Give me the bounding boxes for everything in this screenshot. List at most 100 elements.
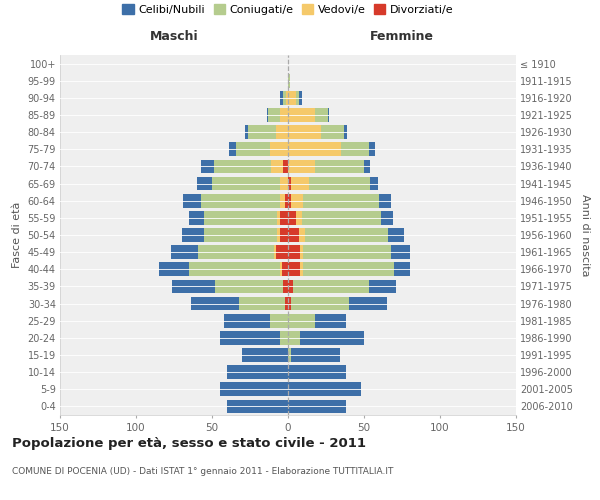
- Y-axis label: Anni di nascita: Anni di nascita: [580, 194, 590, 276]
- Bar: [191, 296, 239, 310]
- Bar: [270, 314, 288, 328]
- Bar: [215, 280, 283, 293]
- Bar: [293, 280, 368, 293]
- Bar: [285, 296, 288, 310]
- Bar: [268, 108, 280, 122]
- Bar: [248, 126, 276, 139]
- Bar: [183, 194, 202, 207]
- Bar: [288, 331, 300, 344]
- Bar: [189, 211, 205, 224]
- Bar: [288, 211, 296, 224]
- Bar: [220, 331, 280, 344]
- Bar: [305, 228, 388, 242]
- Bar: [236, 142, 270, 156]
- Bar: [189, 262, 280, 276]
- Bar: [227, 366, 288, 379]
- Bar: [202, 194, 280, 207]
- Bar: [283, 160, 288, 173]
- Bar: [224, 314, 270, 328]
- Bar: [245, 126, 248, 139]
- Bar: [300, 262, 303, 276]
- Bar: [379, 194, 391, 207]
- Bar: [291, 296, 349, 310]
- Bar: [267, 108, 268, 122]
- Bar: [291, 194, 303, 207]
- Bar: [277, 211, 280, 224]
- Bar: [288, 262, 300, 276]
- Bar: [205, 211, 277, 224]
- Bar: [288, 160, 316, 173]
- Bar: [291, 176, 309, 190]
- Bar: [288, 296, 291, 310]
- Bar: [316, 108, 328, 122]
- Bar: [171, 246, 199, 259]
- Bar: [283, 91, 286, 104]
- Bar: [271, 160, 283, 173]
- Bar: [280, 194, 285, 207]
- Bar: [282, 262, 288, 276]
- Bar: [276, 126, 288, 139]
- Bar: [391, 246, 410, 259]
- Bar: [370, 176, 377, 190]
- Bar: [159, 262, 189, 276]
- Bar: [288, 91, 296, 104]
- Bar: [341, 142, 368, 156]
- Bar: [280, 211, 288, 224]
- Bar: [288, 126, 322, 139]
- Bar: [280, 228, 288, 242]
- Y-axis label: Fasce di età: Fasce di età: [12, 202, 22, 268]
- Bar: [288, 348, 291, 362]
- Bar: [316, 160, 364, 173]
- Bar: [288, 280, 293, 293]
- Bar: [277, 228, 280, 242]
- Bar: [328, 108, 329, 122]
- Bar: [276, 246, 288, 259]
- Bar: [388, 228, 404, 242]
- Bar: [274, 246, 276, 259]
- Text: Popolazione per età, sesso e stato civile - 2011: Popolazione per età, sesso e stato civil…: [12, 438, 366, 450]
- Bar: [280, 91, 283, 104]
- Bar: [288, 108, 316, 122]
- Bar: [242, 348, 288, 362]
- Bar: [288, 382, 361, 396]
- Text: COMUNE DI POCENIA (UD) - Dati ISTAT 1° gennaio 2011 - Elaborazione TUTTITALIA.IT: COMUNE DI POCENIA (UD) - Dati ISTAT 1° g…: [12, 468, 394, 476]
- Bar: [286, 91, 288, 104]
- Bar: [285, 194, 288, 207]
- Bar: [288, 194, 291, 207]
- Bar: [303, 194, 379, 207]
- Bar: [296, 91, 299, 104]
- Bar: [288, 246, 300, 259]
- Bar: [299, 91, 302, 104]
- Bar: [214, 160, 271, 173]
- Bar: [229, 142, 236, 156]
- Bar: [197, 176, 212, 190]
- Bar: [199, 246, 274, 259]
- Bar: [280, 108, 288, 122]
- Bar: [182, 228, 205, 242]
- Bar: [291, 348, 340, 362]
- Bar: [309, 176, 370, 190]
- Bar: [280, 331, 288, 344]
- Bar: [303, 246, 391, 259]
- Bar: [270, 142, 288, 156]
- Bar: [288, 366, 346, 379]
- Bar: [316, 314, 346, 328]
- Bar: [364, 160, 370, 173]
- Bar: [288, 176, 291, 190]
- Bar: [349, 296, 387, 310]
- Bar: [280, 176, 288, 190]
- Bar: [220, 382, 288, 396]
- Bar: [202, 160, 214, 173]
- Text: Femmine: Femmine: [370, 30, 434, 43]
- Bar: [283, 280, 288, 293]
- Bar: [288, 400, 346, 413]
- Bar: [344, 126, 347, 139]
- Bar: [172, 280, 215, 293]
- Bar: [227, 400, 288, 413]
- Bar: [300, 331, 364, 344]
- Bar: [300, 246, 303, 259]
- Bar: [205, 228, 277, 242]
- Bar: [280, 262, 282, 276]
- Bar: [288, 314, 316, 328]
- Bar: [368, 142, 374, 156]
